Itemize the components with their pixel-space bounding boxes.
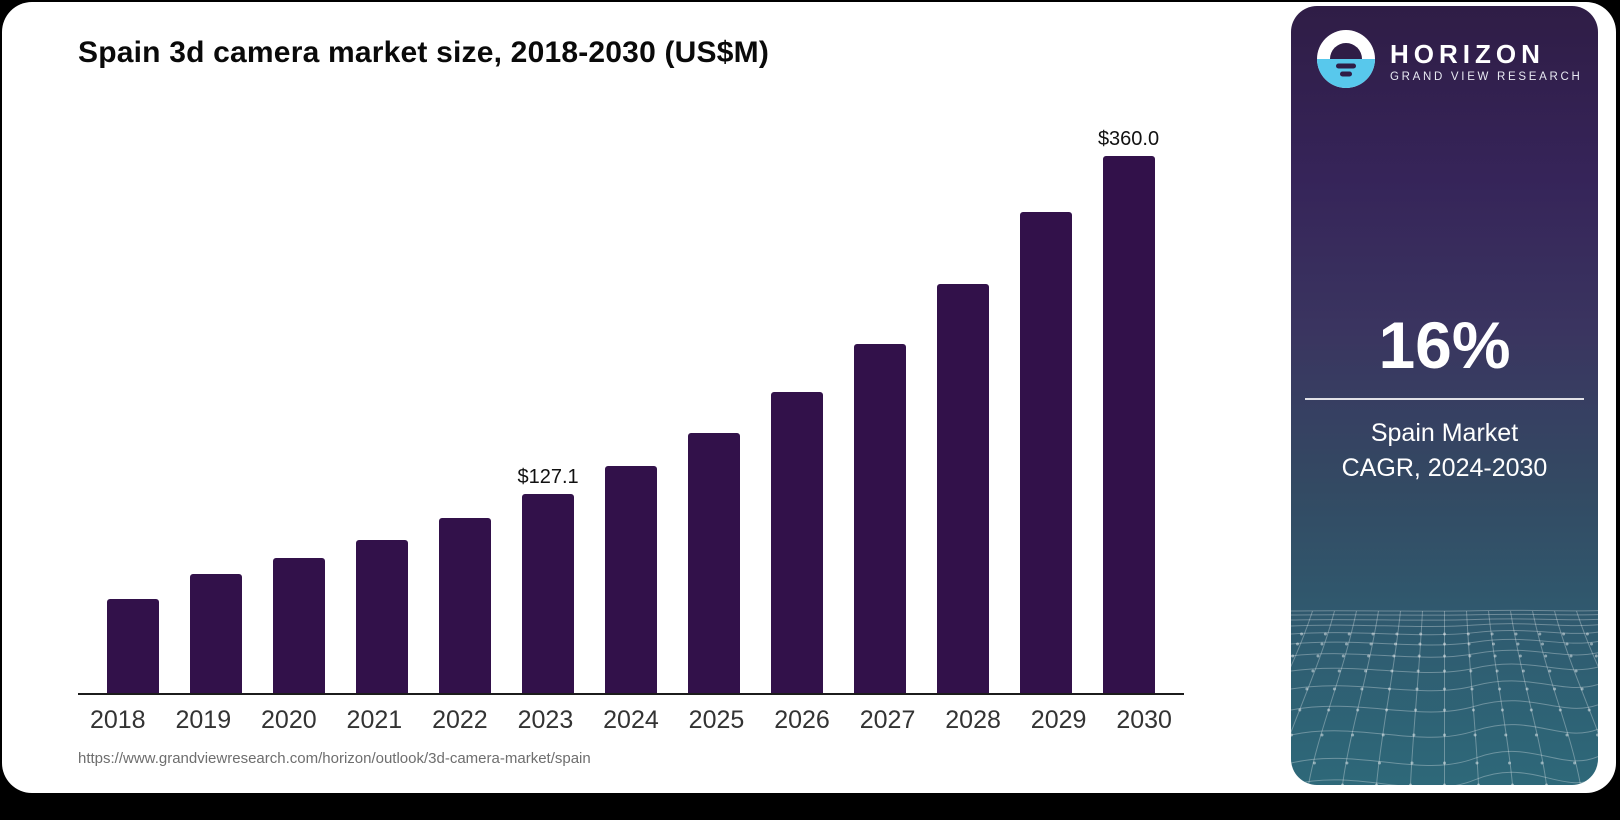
x-axis-label-2026: 2026: [774, 706, 830, 734]
bar-2026: [770, 392, 823, 693]
cagr-stat-block: 16% Spain Market CAGR, 2024-2030: [1291, 312, 1598, 485]
bar-2027: [853, 343, 906, 693]
chart-title: Spain 3d camera market size, 2018-2030 (…: [78, 36, 770, 69]
bar-2025: [687, 432, 740, 693]
bar-column-2018: [92, 129, 175, 693]
bar-column-2030: $360.0: [1087, 129, 1170, 693]
x-axis-label-2023: 2023: [517, 706, 574, 734]
bar-value-label-2023: $127.1: [517, 465, 579, 488]
cagr-caption-line1: Spain Market: [1370, 419, 1519, 447]
cagr-value: 16%: [1378, 308, 1511, 382]
wireframe-mesh-graphic: [1291, 609, 1598, 785]
bar-column-2019: [175, 129, 258, 693]
bar-2028: [936, 284, 989, 693]
cagr-caption-line2: CAGR, 2024-2030: [1341, 453, 1548, 482]
bar-value-label-2030: $360.0: [1097, 128, 1160, 150]
horizon-logo-icon: [1317, 30, 1375, 93]
bar-2030: [1102, 156, 1155, 693]
x-axis-label-2025: 2025: [688, 706, 745, 734]
x-axis-label-2021: 2021: [346, 706, 403, 734]
x-axis-label-2027: 2027: [859, 706, 916, 734]
bar-column-2023: $127.1: [507, 129, 590, 693]
bar-2029: [1019, 212, 1072, 693]
x-axis-label-2018: 2018: [89, 706, 146, 734]
bar-2018: [107, 599, 160, 693]
x-axis-label-2028: 2028: [945, 706, 1001, 734]
bar-column-2024: [590, 129, 673, 693]
bar-2022: [439, 517, 492, 693]
brand-logo: HORIZON GRAND VIEW RESEARCH: [1317, 30, 1583, 93]
brand-panel: HORIZON GRAND VIEW RESEARCH 16% Spain Ma…: [1291, 6, 1598, 785]
x-axis-label-2019: 2019: [175, 706, 232, 734]
bar-column-2021: [341, 129, 424, 693]
bar-2019: [190, 573, 243, 693]
brand-subtitle: GRAND VIEW RESEARCH: [1390, 71, 1583, 84]
bar-chart: $127.1 $360.0: [92, 129, 1170, 693]
x-axis-label-2020: 2020: [261, 706, 317, 734]
x-axis-labels: 2018 2019 2020 2021 2022 2023 2024 2025 2026 2027…: [75, 706, 1187, 735]
bar-column-2020: [258, 129, 341, 693]
bar-2023: [522, 493, 575, 693]
bar-column-2029: [1004, 129, 1087, 693]
x-axis-label-2030: 2030: [1116, 706, 1172, 734]
bar-column-2022: [424, 129, 507, 693]
source-url: https://www.grandviewresearch.com/horizo…: [78, 750, 591, 767]
x-axis-label-2024: 2024: [603, 706, 659, 734]
divider: [1305, 398, 1584, 400]
bar-2021: [356, 539, 409, 693]
x-axis-label-2022: 2022: [432, 706, 488, 734]
bar-column-2025: [672, 129, 755, 693]
bar-column-2027: [838, 129, 921, 693]
x-axis-line: [78, 693, 1184, 695]
x-axis-label-2029: 2029: [1030, 706, 1087, 734]
bar-2020: [273, 558, 326, 693]
brand-name: HORIZON: [1390, 38, 1545, 69]
bar-column-2026: [755, 129, 838, 693]
bar-2024: [604, 465, 657, 693]
bar-column-2028: [921, 129, 1004, 693]
